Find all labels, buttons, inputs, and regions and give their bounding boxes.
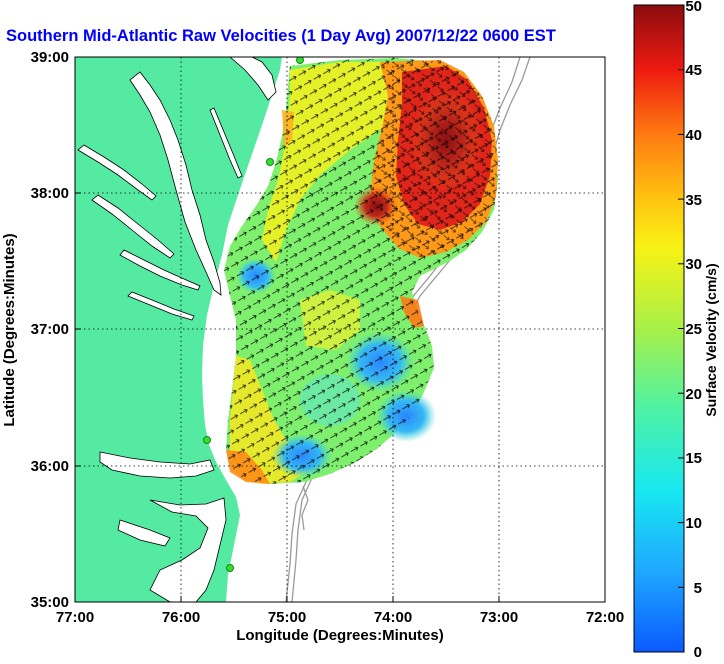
map-title: Southern Mid-Atlantic Raw Velocities (1 … bbox=[6, 27, 556, 45]
colorbar-tick-label: 10 bbox=[685, 515, 702, 532]
pamlico-sound bbox=[99, 451, 227, 602]
colorbar-ticks bbox=[678, 4, 684, 653]
y-tick-labels: 39:00 38:00 37:00 36:00 35:00 bbox=[31, 49, 69, 611]
station-marker bbox=[296, 57, 304, 64]
colorbar-tick-labels: 50 45 40 35 30 25 20 15 10 5 0 bbox=[685, 0, 702, 661]
x-tick-label: 76:00 bbox=[162, 609, 200, 626]
x-tick-label: 72:00 bbox=[586, 609, 624, 626]
grid-lines bbox=[75, 57, 605, 602]
velocity-vectors-ne bbox=[370, 60, 498, 258]
plot-area bbox=[75, 57, 605, 602]
station-marker bbox=[203, 436, 211, 444]
colorbar-tick-label: 35 bbox=[685, 192, 702, 209]
delaware-bay bbox=[229, 57, 277, 101]
axis-ticks bbox=[74, 56, 606, 603]
colorbar-tick-label: 15 bbox=[685, 450, 702, 467]
colorbar bbox=[633, 4, 685, 653]
x-tick-label: 75:00 bbox=[268, 609, 306, 626]
y-tick-label: 35:00 bbox=[31, 594, 69, 611]
colorbar-tick-label: 25 bbox=[685, 321, 702, 338]
colorbar-tick-label: 0 bbox=[694, 644, 702, 659]
colorbar-tick-label: 30 bbox=[685, 256, 702, 273]
colorbar-tick-label: 45 bbox=[685, 62, 702, 79]
colorbar-label: Surface Velocity (cm/s) bbox=[703, 263, 719, 416]
y-tick-label: 38:00 bbox=[31, 185, 69, 202]
y-tick-label: 37:00 bbox=[31, 321, 69, 338]
colorbar-tick-label: 40 bbox=[685, 127, 702, 144]
chesapeake-bay bbox=[77, 71, 243, 321]
x-axis-label: Longitude (Degrees:Minutes) bbox=[236, 627, 444, 644]
colorbar-tick-label: 50 bbox=[685, 0, 702, 15]
x-tick-label: 73:00 bbox=[480, 609, 518, 626]
x-tick-label: 77:00 bbox=[56, 609, 94, 626]
station-marker bbox=[266, 158, 274, 166]
colorbar-tick-label: 20 bbox=[685, 386, 702, 403]
y-tick-label: 39:00 bbox=[31, 49, 69, 66]
y-tick-label: 36:00 bbox=[31, 458, 69, 475]
x-tick-label: 74:00 bbox=[374, 609, 412, 626]
colorbar-tick-label: 5 bbox=[694, 580, 702, 597]
y-axis-label: Latitude (Degrees:Minutes) bbox=[1, 233, 18, 426]
station-marker bbox=[226, 564, 234, 572]
radar-stations bbox=[203, 57, 304, 572]
x-tick-labels: 77:00 76:00 75:00 74:00 73:00 72:00 bbox=[56, 609, 624, 626]
